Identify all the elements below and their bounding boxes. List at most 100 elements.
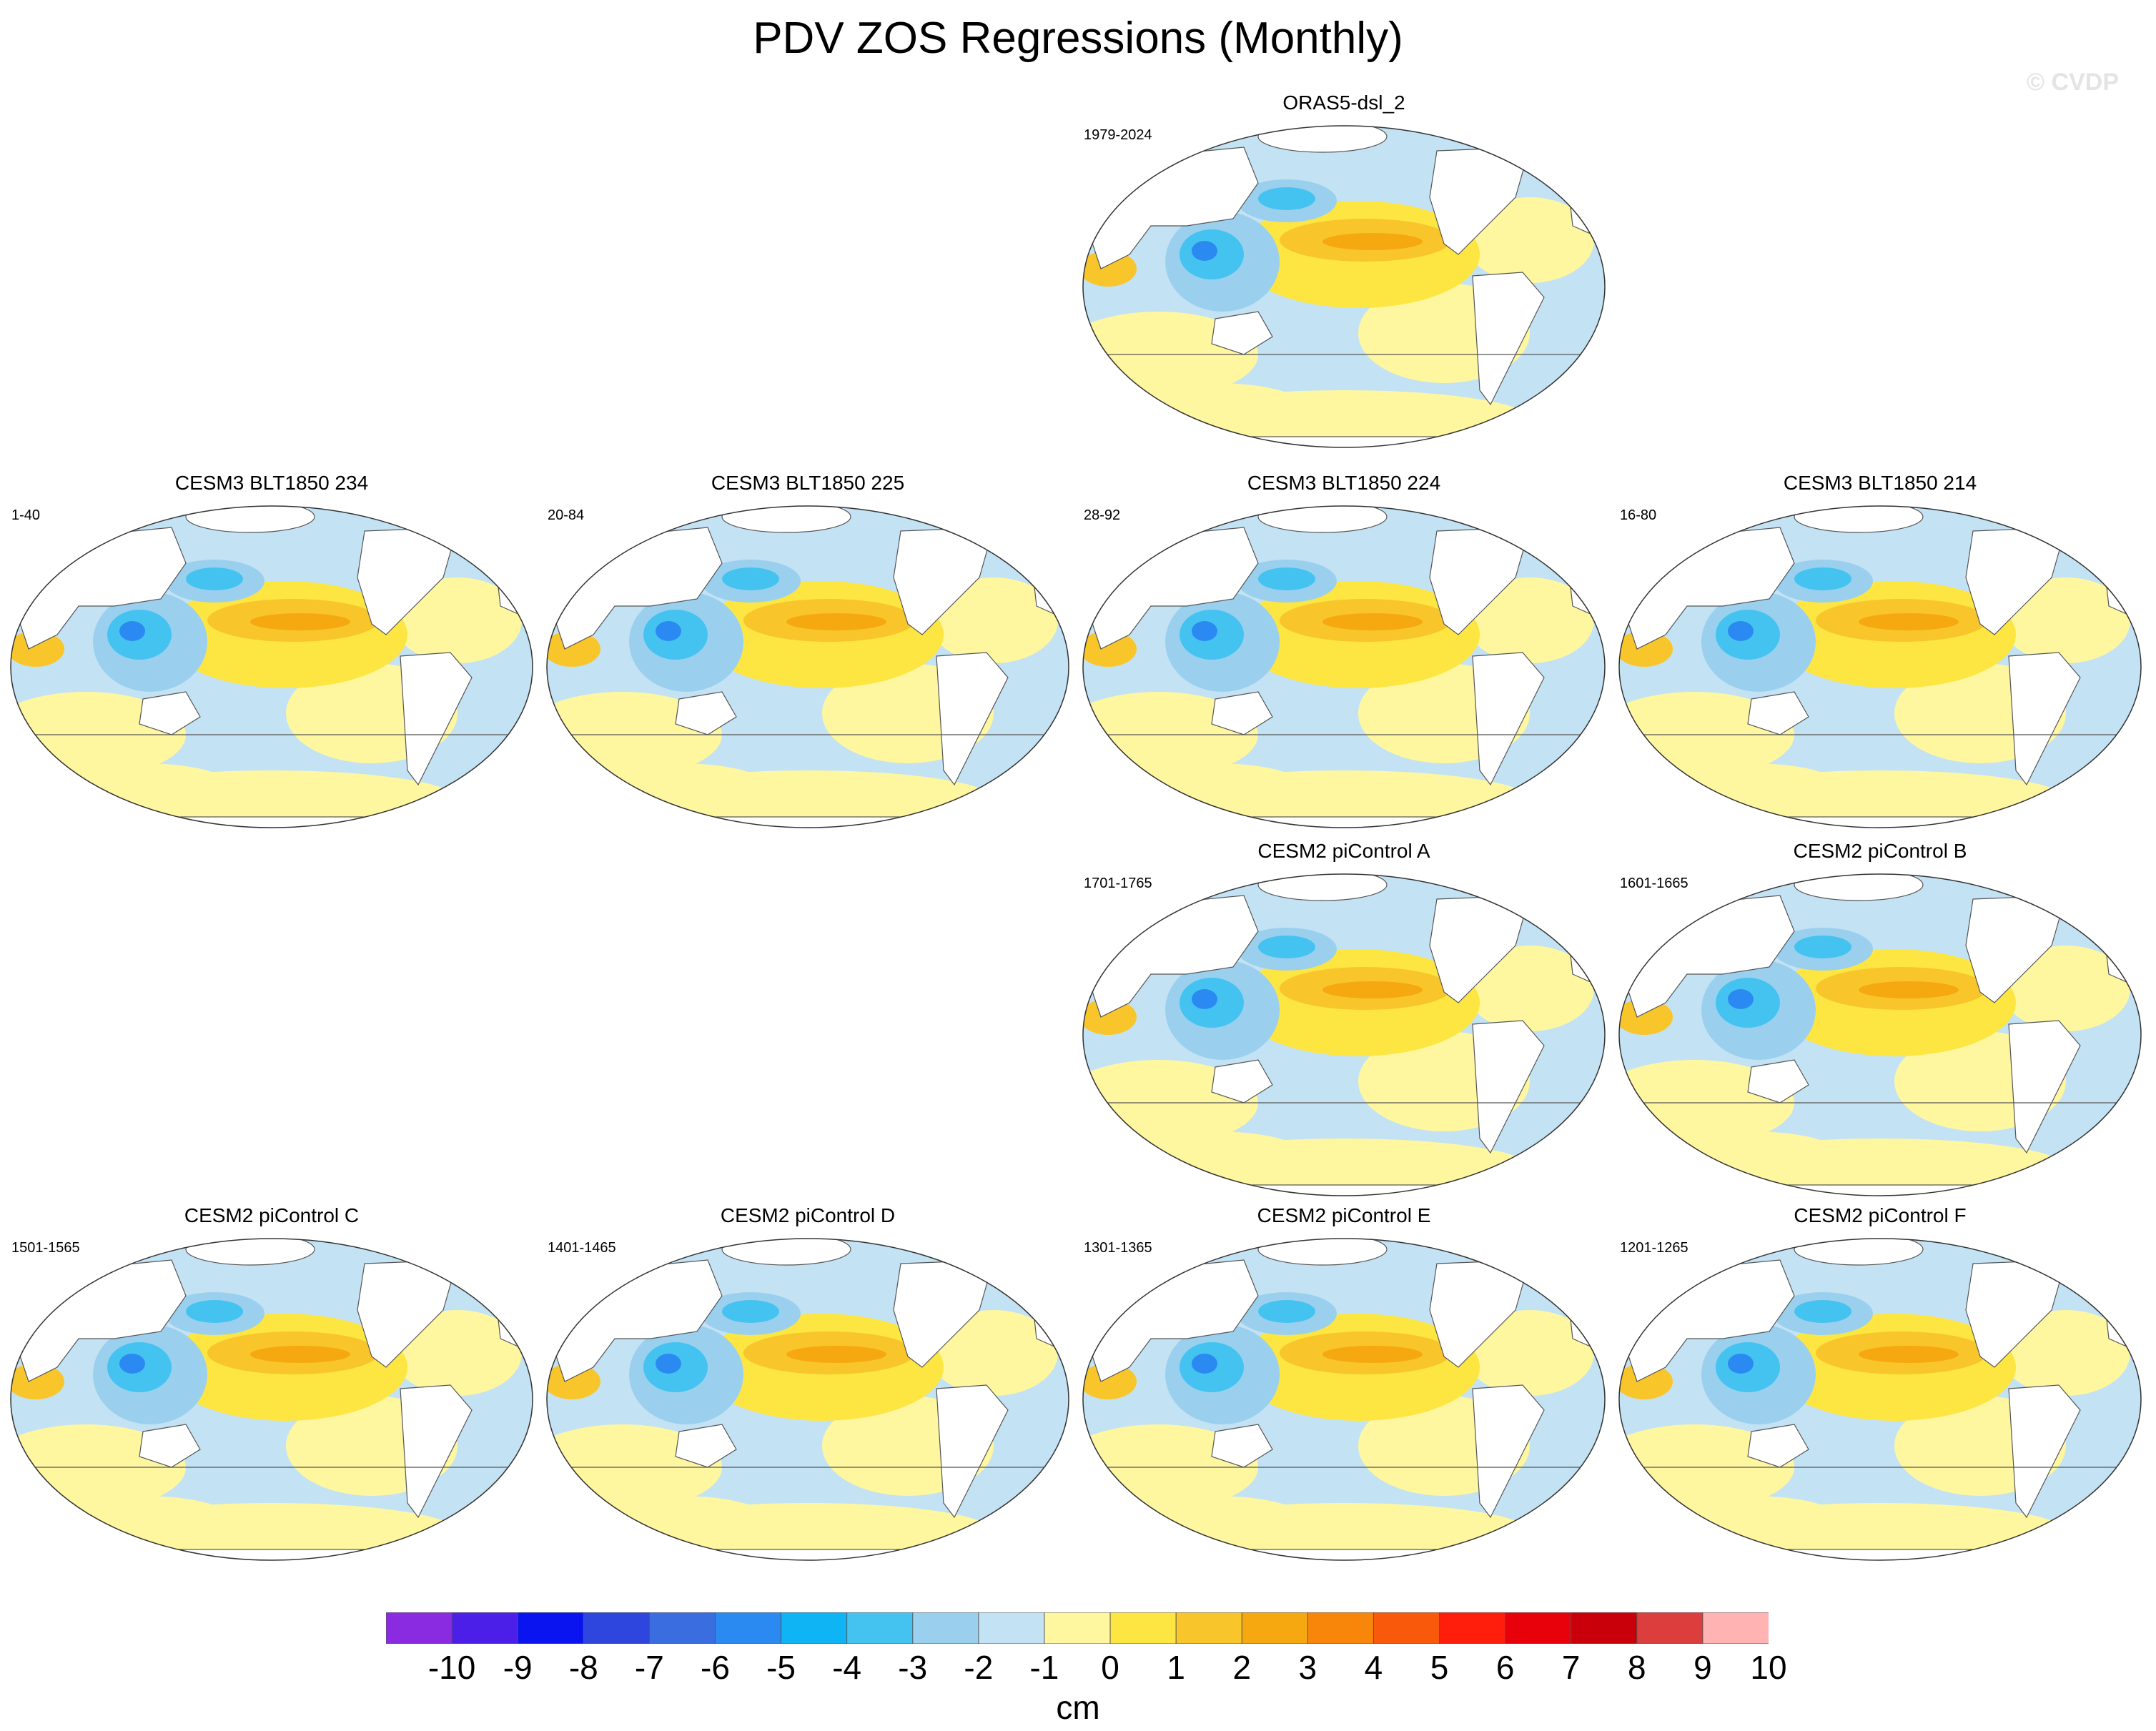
map-panel: CESM2 piControl E 1301-1365 (1072, 1204, 1616, 1576)
colorbar-swatch (1702, 1612, 1769, 1644)
panel-years: 1701-1765 (1084, 876, 1152, 891)
colorbar-tick-label: -5 (766, 1649, 796, 1686)
colorbar-swatch (648, 1612, 716, 1644)
map-panel: ORAS5-dsl_2 1979-2024 (1072, 91, 1616, 463)
map-panel: CESM2 piControl F 1201-1265 (1608, 1204, 2152, 1576)
colorbar-tick-label: -4 (832, 1649, 862, 1686)
panel-title: CESM3 BLT1850 224 (1247, 472, 1441, 494)
colorbar-swatch (714, 1612, 782, 1644)
panel-years: 1401-1465 (548, 1240, 616, 1256)
colorbar-swatch (1307, 1612, 1375, 1644)
panel-title: CESM2 piControl F (1794, 1204, 1967, 1226)
colorbar-tick-label: -8 (568, 1649, 598, 1686)
colorbar-tick-label: -7 (634, 1649, 664, 1686)
panel-years: 1-40 (11, 507, 41, 523)
map-panel: CESM3 BLT1850 214 16-80 (1608, 472, 2152, 843)
colorbar-tick-label: 1 (1167, 1649, 1185, 1686)
colorbar-swatch (912, 1612, 979, 1644)
panel-years: 1201-1265 (1620, 1240, 1688, 1256)
panel-title: CESM3 BLT1850 234 (174, 472, 369, 494)
sea-level-field (1083, 506, 1605, 828)
sea-level-field (1619, 1239, 2141, 1560)
panel-years: 1501-1565 (11, 1240, 80, 1256)
colorbar-swatch (517, 1612, 585, 1644)
colorbar-swatch (1373, 1612, 1440, 1644)
colorbar-tick-label: 3 (1298, 1649, 1317, 1686)
colorbar-tick-label: 0 (1101, 1649, 1119, 1686)
sea-level-field (11, 1239, 533, 1560)
colorbar-tick-label: 4 (1364, 1649, 1383, 1686)
sea-level-field (547, 1239, 1069, 1560)
colorbar-tick-label: 5 (1430, 1649, 1449, 1686)
figure-title: PDV ZOS Regressions (Monthly) (753, 14, 1403, 63)
sea-level-field (1619, 506, 2141, 828)
robinson-map (10, 505, 533, 828)
colorbar-swatch (1241, 1612, 1309, 1644)
robinson-map (1082, 873, 1606, 1196)
colorbar-swatch (386, 1612, 453, 1644)
robinson-map (546, 1238, 1069, 1561)
colorbar-tick-label: -1 (1029, 1649, 1059, 1686)
sea-level-field (1083, 126, 1605, 447)
colorbar-swatches (386, 1612, 1769, 1644)
robinson-map (1618, 873, 2142, 1196)
colorbar-tick-label: 7 (1561, 1649, 1581, 1686)
panel-years: 28-92 (1084, 507, 1121, 523)
colorbar-tick-label: 8 (1628, 1649, 1646, 1686)
panel-years: 1601-1665 (1620, 876, 1688, 891)
sea-level-field (1083, 1239, 1605, 1560)
colorbar-tick-label: 6 (1495, 1649, 1515, 1686)
panel-title: CESM2 piControl E (1257, 1204, 1431, 1226)
panel-years: 1301-1365 (1084, 1240, 1152, 1256)
colorbar-swatch (1175, 1612, 1243, 1644)
map-panel: CESM3 BLT1850 224 28-92 (1072, 472, 1616, 843)
panel-title: CESM2 piControl C (184, 1204, 360, 1226)
colorbar-tick-label: -2 (964, 1649, 994, 1686)
panel-years: 16-80 (1620, 507, 1657, 523)
map-panel: CESM3 BLT1850 234 1-40 (0, 472, 543, 843)
colorbar-swatch (1636, 1612, 1703, 1644)
robinson-map (1618, 505, 2142, 828)
map-panel: CESM3 BLT1850 225 20-84 (536, 472, 1079, 843)
panel-title: CESM3 BLT1850 214 (1783, 472, 1977, 494)
robinson-map (1082, 1238, 1606, 1561)
panel-title: CESM3 BLT1850 225 (711, 472, 905, 494)
colorbar-tick-label: -3 (898, 1649, 928, 1686)
colorbar-swatch (1571, 1612, 1638, 1644)
panel-title: ORAS5-dsl_2 (1282, 91, 1405, 114)
panel-years: 1979-2024 (1084, 127, 1152, 143)
robinson-map (1082, 505, 1606, 828)
map-panel: CESM2 piControl B 1601-1665 (1608, 840, 2152, 1211)
panel-title: CESM2 piControl A (1257, 840, 1430, 862)
robinson-map (546, 505, 1069, 828)
panel-years: 20-84 (548, 507, 585, 523)
colorbar-tick-label: 10 (1750, 1649, 1787, 1686)
map-panel: CESM2 piControl A 1701-1765 (1072, 840, 1616, 1211)
robinson-map (1082, 125, 1606, 448)
sea-level-field (547, 506, 1069, 828)
colorbar-swatch (1109, 1612, 1177, 1644)
colorbar-tick-label: 9 (1693, 1649, 1712, 1686)
map-panel: CESM2 piControl D 1401-1465 (536, 1204, 1079, 1576)
sea-level-field (1619, 874, 2141, 1196)
colorbar-swatch (846, 1612, 914, 1644)
sea-level-field (11, 506, 533, 828)
sea-level-field (1083, 874, 1605, 1196)
colorbar-tick-label: 2 (1232, 1649, 1252, 1686)
colorbar-swatch (781, 1612, 848, 1644)
watermark: © CVDP (2027, 69, 2119, 96)
colorbar-swatch (1439, 1612, 1506, 1644)
colorbar-tick-label: -6 (701, 1649, 730, 1686)
colorbar-tick-label: -10 (427, 1649, 476, 1686)
colorbar (386, 1612, 1769, 1644)
robinson-map (1618, 1238, 2142, 1561)
colorbar-swatch (978, 1612, 1045, 1644)
colorbar-swatch (451, 1612, 519, 1644)
robinson-map (10, 1238, 533, 1561)
colorbar-swatch (1505, 1612, 1572, 1644)
colorbar-tick-label: -9 (503, 1649, 533, 1686)
panel-title: CESM2 piControl D (720, 1204, 896, 1226)
colorbar-swatch (1044, 1612, 1112, 1644)
colorbar-swatch (583, 1612, 651, 1644)
map-panel: CESM2 piControl C 1501-1565 (0, 1204, 543, 1576)
